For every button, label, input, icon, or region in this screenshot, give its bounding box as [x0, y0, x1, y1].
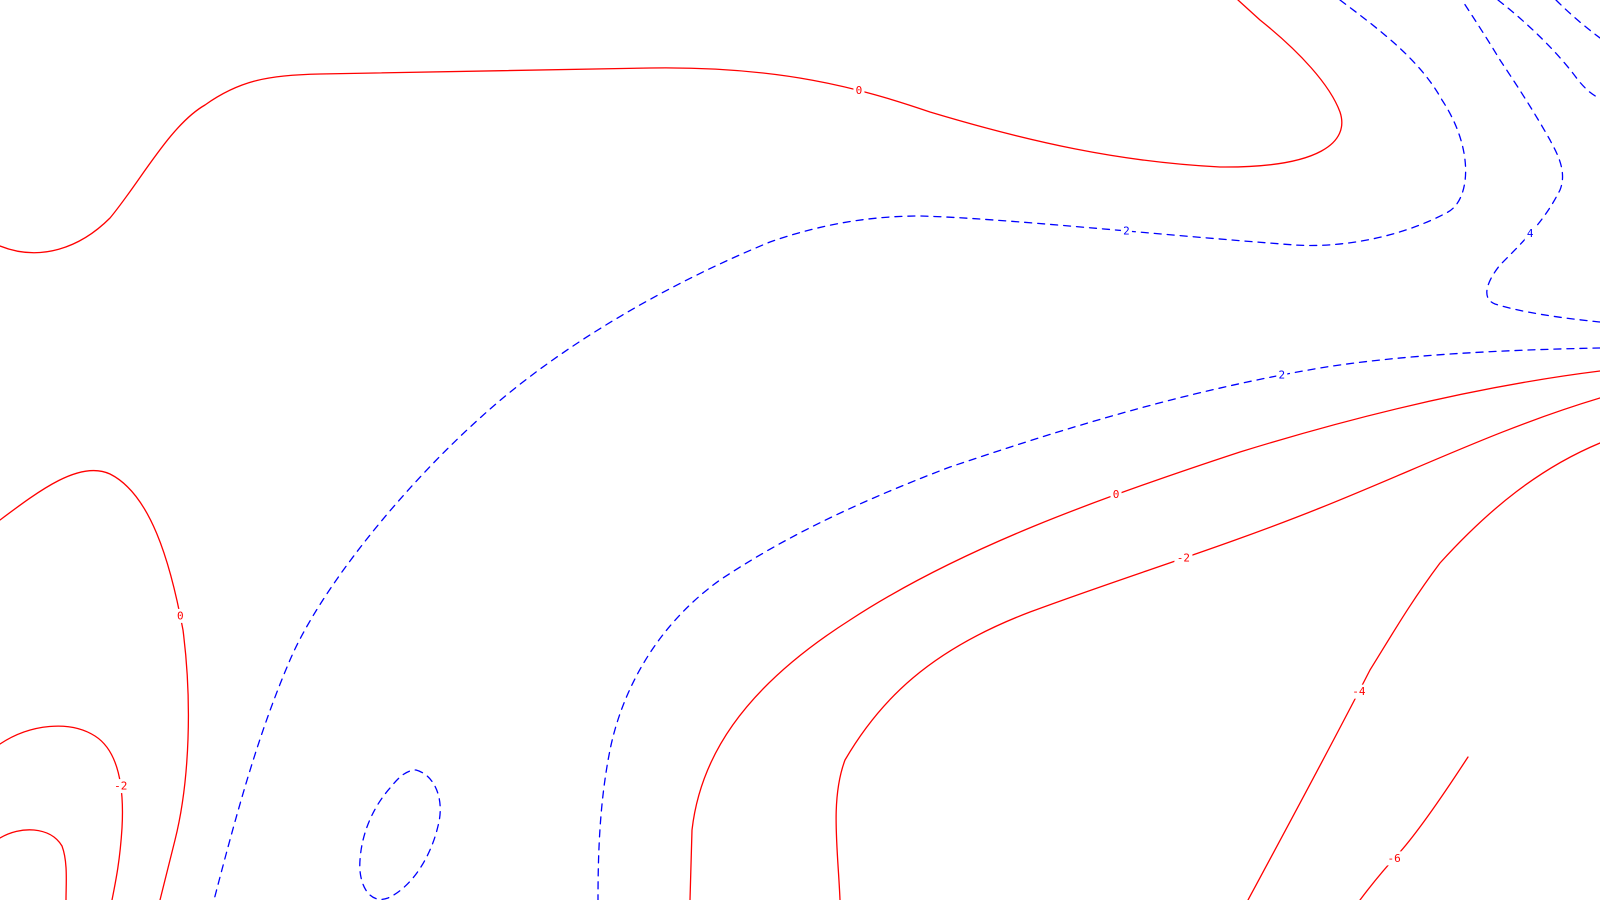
- contour-label: 0: [1110, 487, 1122, 502]
- contour-label-text: -2: [1177, 552, 1190, 565]
- contour-line-level-0-top: [0, 0, 1343, 254]
- contour-label: -2: [111, 779, 130, 794]
- contour-label-text: -2: [114, 780, 127, 793]
- contour-line-level-2-top: [213, 0, 1467, 900]
- contour-label-background: [1385, 851, 1404, 866]
- contour-label-text: 0: [177, 609, 184, 622]
- contour-label-background: [853, 83, 865, 98]
- contour-line-level-neg2-left: [0, 725, 124, 900]
- contour-label-text: -4: [1352, 685, 1366, 698]
- contour-line-level-neg6: [1359, 756, 1469, 900]
- contour-label-background: [111, 779, 130, 794]
- contour-label-text: -6: [1387, 852, 1400, 865]
- contour-line-level-2-loop: [359, 769, 441, 900]
- contour-label: 4: [1524, 226, 1536, 241]
- contour-label-text: 0: [1113, 488, 1120, 501]
- contour-label-text: 2: [1278, 368, 1285, 381]
- contour-label-background: [1349, 684, 1368, 699]
- contour-line-level-neg2-small: [0, 829, 67, 900]
- contour-label: -2: [1174, 551, 1193, 566]
- contour-line-level-4-corner: [1555, 0, 1600, 39]
- contour-label-text: 2: [1123, 224, 1130, 237]
- contour-line-level-0-left: [0, 469, 190, 900]
- contour-line-level-4: [1497, 0, 1600, 99]
- contour-label-text: 4: [1527, 227, 1534, 240]
- contour-label: -4: [1349, 684, 1368, 699]
- contour-line-level-neg2-center: [835, 397, 1600, 900]
- contour-label-background: [1174, 551, 1193, 566]
- contour-label-background: [1524, 226, 1536, 241]
- contour-label-background: [1120, 223, 1132, 238]
- contour-label-background: [1276, 367, 1288, 382]
- contour-line-level-neg4: [1247, 442, 1600, 900]
- contour-labels: 0 0 0 -2 -2 -4 -6 2 2 4: [111, 83, 1536, 866]
- contour-label: 2: [1276, 367, 1288, 382]
- contour-line-level-0-center: [689, 370, 1600, 900]
- contour-label-text: 0: [856, 84, 863, 97]
- contour-label: 0: [174, 608, 186, 623]
- contour-line-level-2-right: [1461, 0, 1600, 323]
- contour-label-background: [1110, 487, 1122, 502]
- contour-label: -6: [1385, 851, 1404, 866]
- contour-line-level-2-center: [597, 347, 1600, 900]
- contour-label-background: [174, 608, 186, 623]
- contour-label: 2: [1120, 223, 1132, 238]
- contour-label: 0: [853, 83, 865, 98]
